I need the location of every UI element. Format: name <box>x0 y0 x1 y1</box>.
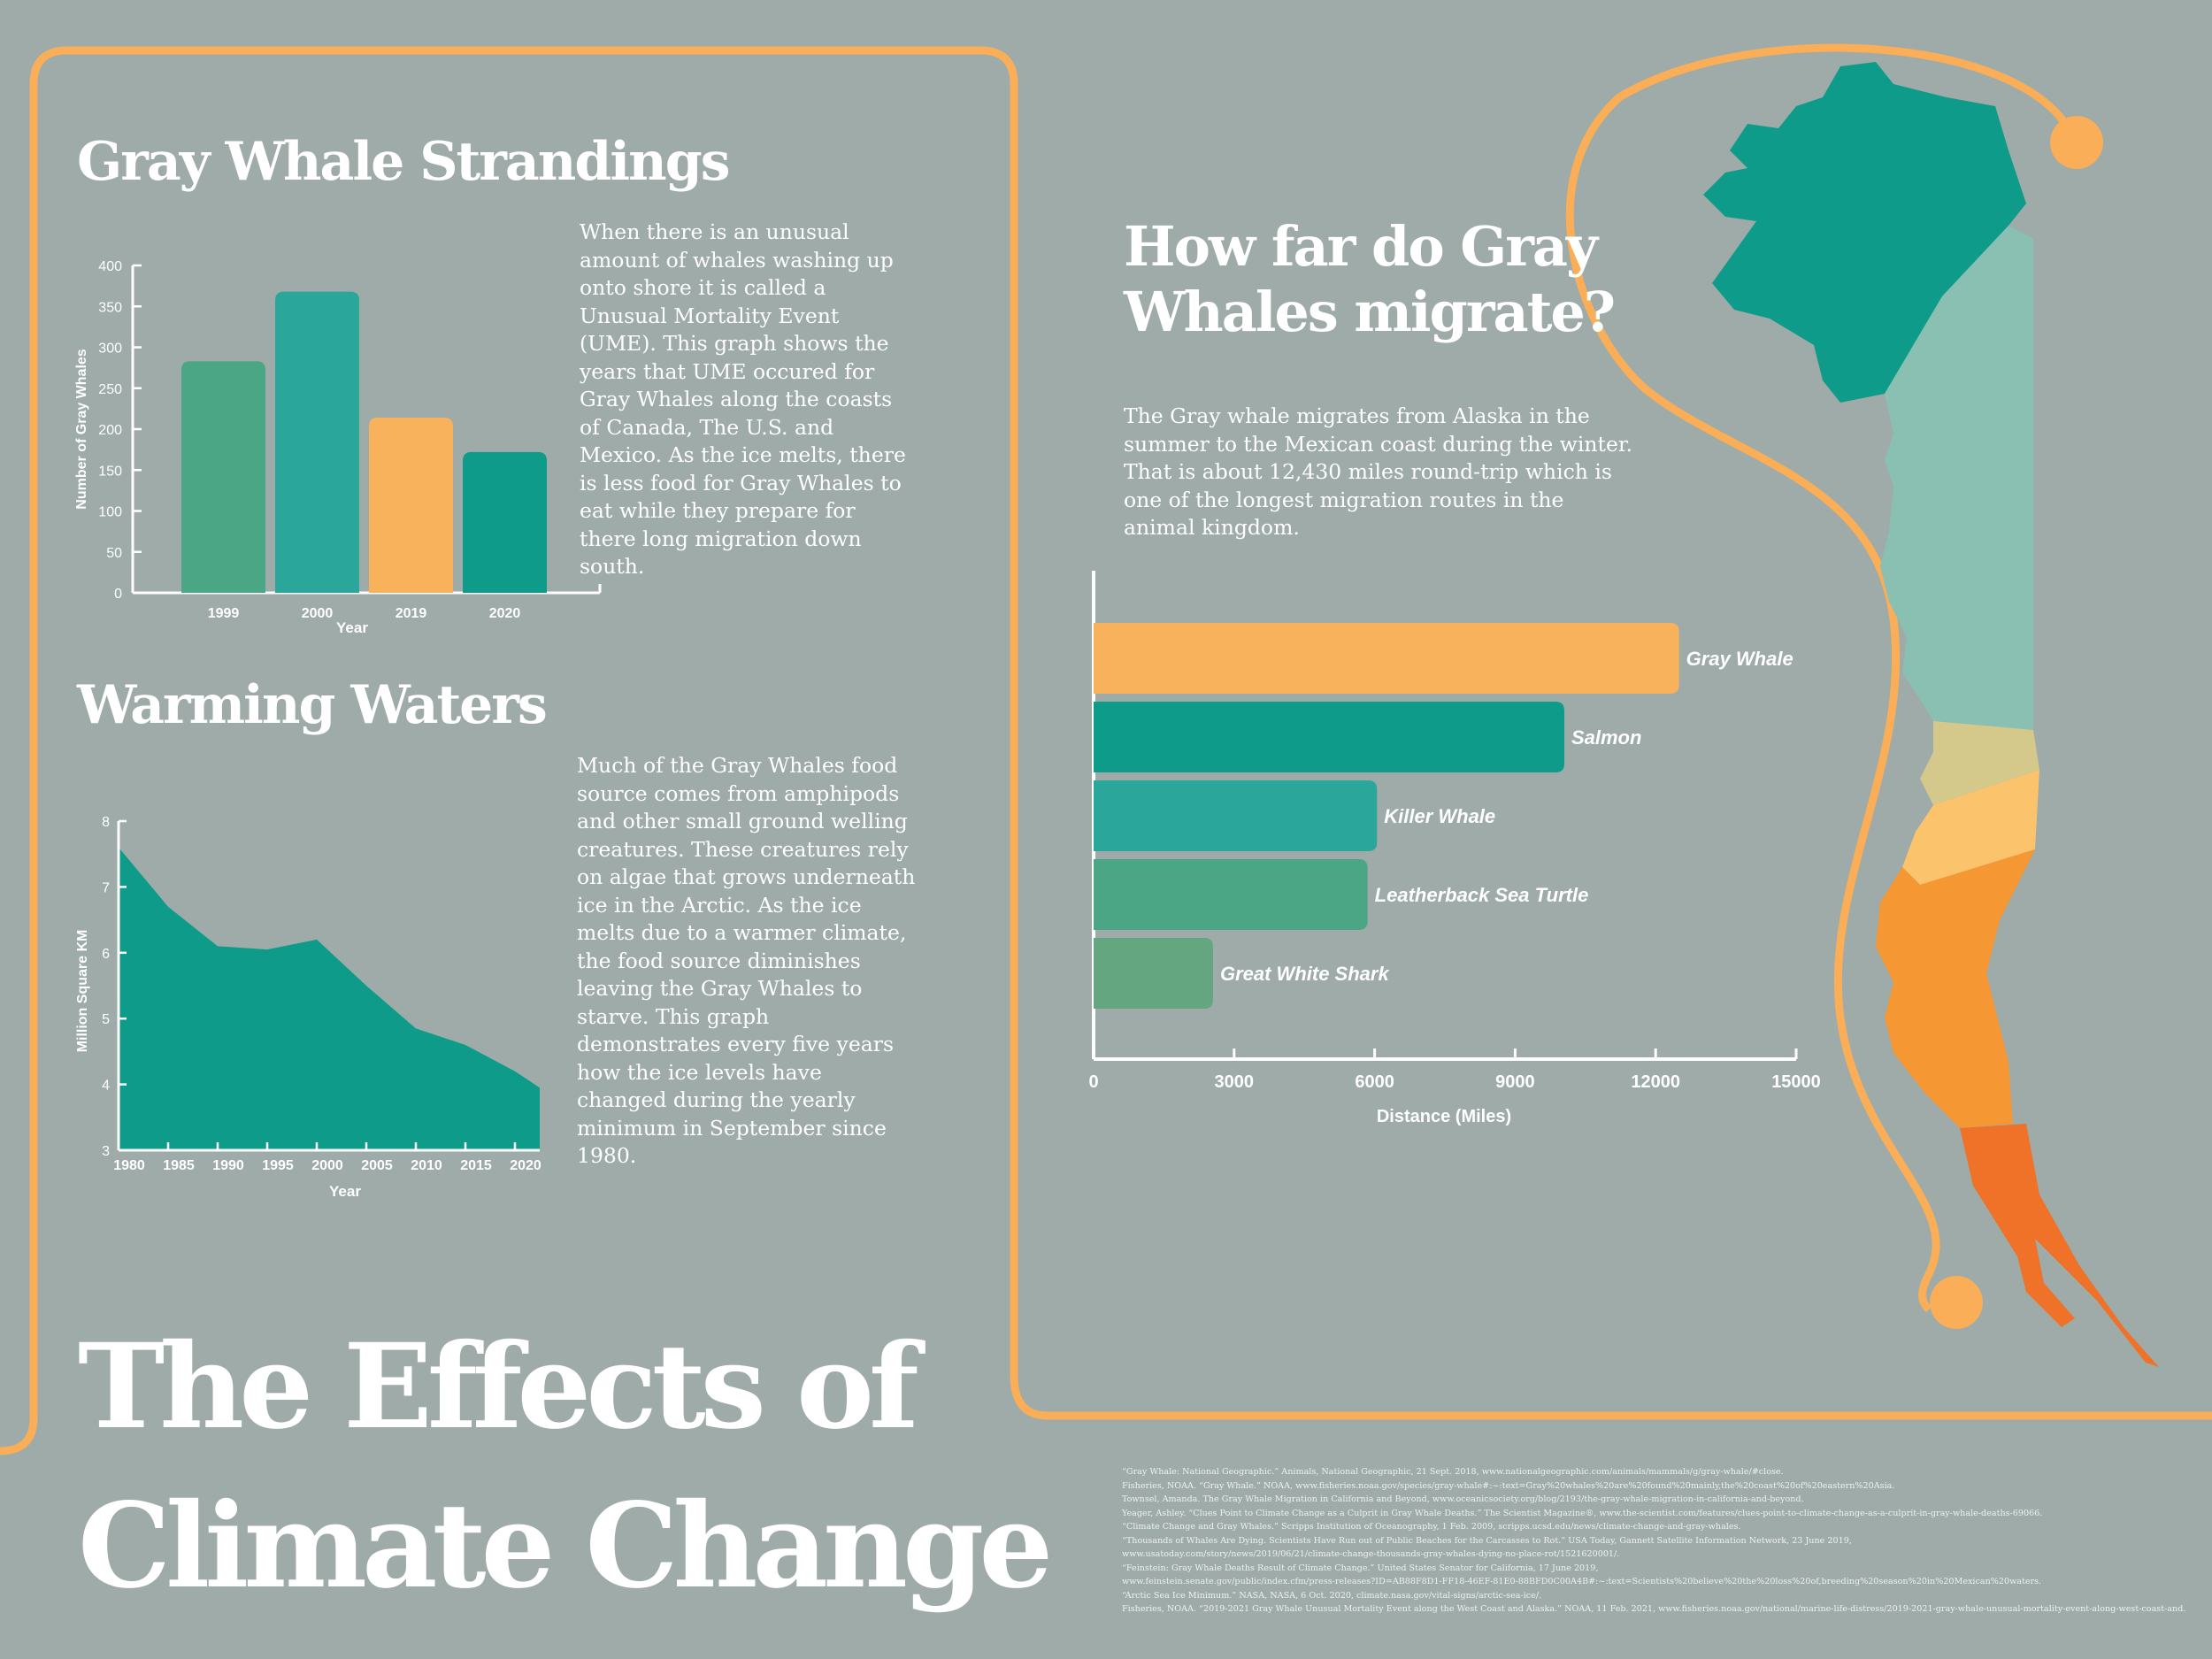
y-tick-label: 5 <box>102 1012 110 1027</box>
x-tick-label: 2000 <box>311 1158 343 1173</box>
x-tick-label: 2000 <box>302 606 334 621</box>
x-tick-label: 1995 <box>262 1158 294 1173</box>
y-tick-label: 4 <box>102 1079 110 1094</box>
bar-1999 <box>181 361 265 593</box>
bar-2020 <box>463 451 547 593</box>
warming-description: Much of the Gray Whales food source come… <box>577 753 916 1168</box>
reference-item: www.usatoday.com/story/news/2019/06/21/c… <box>1122 1549 1620 1559</box>
y-tick-label: 0 <box>114 587 122 602</box>
bar-label: Leatherback Sea Turtle <box>1375 884 1589 906</box>
y-tick-label: 400 <box>98 259 122 274</box>
warming-heading: Warming Waters <box>77 674 548 736</box>
x-axis-title: Distance (Miles) <box>1377 1107 1511 1126</box>
reference-item: Fisheries, NOAA. “Gray Whale.” NOAA, www… <box>1122 1480 1895 1491</box>
strandings-description: When there is an unusual amount of whale… <box>580 219 906 579</box>
strandings-bar-chart: 0 50 100 150 200 250 300 350 400 1999 2000 2019 2020… <box>74 259 602 636</box>
y-tick-label: 7 <box>102 880 110 895</box>
bar-great-white-shark <box>1094 938 1213 1009</box>
route-end-dot-top <box>2050 116 2103 169</box>
y-tick-label: 150 <box>98 464 122 479</box>
reference-item: “Climate Change and Gray Whales.” Scripp… <box>1122 1522 1741 1532</box>
x-tick-label: 2010 <box>411 1158 442 1173</box>
y-tick-label: 50 <box>106 546 122 561</box>
bar-label: Gray Whale <box>1686 648 1793 670</box>
x-tick-label: 12000 <box>1631 1072 1680 1092</box>
x-tick-label: 0 <box>1088 1072 1098 1092</box>
y-tick-label: 6 <box>102 947 110 962</box>
migration-description: The Gray whale migrates from Alaska in t… <box>1124 403 1632 540</box>
reference-item: Townsel, Amanda. The Gray Whale Migratio… <box>1122 1494 1804 1504</box>
x-tick-label: 1985 <box>163 1158 195 1173</box>
y-tick-label: 8 <box>102 815 110 830</box>
migration-heading-line1: How far do Gray <box>1124 214 1598 279</box>
map-oregon <box>1902 770 2039 885</box>
bar-leatherback-sea-turtle <box>1094 859 1368 930</box>
x-tick-label: 2019 <box>396 606 427 621</box>
sea-ice-area <box>119 847 540 1150</box>
x-tick-label: 3000 <box>1215 1072 1255 1092</box>
reference-item: www.feinstein.senate.gov/public/index.cf… <box>1122 1577 2042 1586</box>
x-tick-label: 1990 <box>212 1158 244 1173</box>
x-axis-title: Year <box>336 619 368 636</box>
reference-item: “Arctic Sea Ice Minimum.” NASA, NASA, 6 … <box>1122 1590 1542 1601</box>
migration-heading-line2: Whales migrate? <box>1124 280 1616 344</box>
x-tick-label: 2005 <box>361 1158 393 1173</box>
y-tick-label: 3 <box>102 1144 110 1159</box>
y-tick-label: 200 <box>98 423 122 438</box>
reference-item: “Feinstein: Gray Whale Deaths Result of … <box>1122 1563 1599 1573</box>
y-tick-label: 300 <box>98 342 122 357</box>
x-tick-label: 9000 <box>1495 1072 1535 1092</box>
left-frame-line <box>0 46 2212 1455</box>
y-tick-label: 250 <box>98 382 122 397</box>
reference-item: Yeager, Ashley. “Clues Point to Climate … <box>1122 1508 2043 1518</box>
sea-ice-area-chart: 3 4 5 6 7 8 1980 1985 1990 1995 2000 2005 2010 2015 20… <box>75 815 541 1200</box>
reference-item: “Gray Whale: National Geographic.” Anima… <box>1122 1467 1784 1477</box>
map-california <box>1876 849 2035 1128</box>
x-tick-label: 1999 <box>208 606 240 621</box>
bar-label: Salmon <box>1571 726 1641 749</box>
route-end-dot-bottom <box>1930 1276 1983 1329</box>
bar-gray-whale <box>1094 623 1679 694</box>
map-mexico <box>1960 1124 2159 1367</box>
x-tick-label: 2015 <box>460 1158 492 1173</box>
coast-map <box>1703 62 2159 1367</box>
migration-route-line <box>1565 43 2079 1313</box>
x-tick-label: 15000 <box>1771 1072 1821 1092</box>
bar-2000 <box>275 291 359 593</box>
bar-label: Killer Whale <box>1384 805 1495 827</box>
x-tick-label: 2020 <box>489 606 521 621</box>
strandings-heading: Gray Whale Strandings <box>77 131 730 193</box>
map-washington <box>1920 721 2039 805</box>
x-tick-label: 2020 <box>510 1158 541 1173</box>
bar-label: Great White Shark <box>1220 963 1390 985</box>
references-list: “Gray Whale: National Geographic.” Anima… <box>1122 1465 2185 1617</box>
x-tick-label: 6000 <box>1355 1072 1394 1092</box>
poster-title: The Effects of Climate Change <box>78 1308 1053 1626</box>
migration-distance-chart: 0 3000 6000 9000 12000 15000 Gray Whale Salmon K… <box>1088 571 1821 1126</box>
reference-item: Fisheries, NOAA. “2019-2021 Gray Whale U… <box>1122 1604 2186 1614</box>
y-tick-label: 100 <box>98 505 122 520</box>
bar-2019 <box>369 418 453 593</box>
poster-title-line2: Climate Change <box>78 1478 1053 1615</box>
map-western-canada <box>1880 226 2033 730</box>
y-axis-title: Million Square KM <box>75 930 90 1053</box>
migration-heading: How far do Gray Whales migrate? <box>1124 214 1616 345</box>
bar-salmon <box>1094 702 1564 772</box>
reference-item: “Thousands of Whales Are Dying. Scientis… <box>1122 1535 1852 1546</box>
poster-title-line1: The Effects of <box>78 1318 919 1455</box>
x-axis-title: Year <box>329 1183 361 1200</box>
y-axis-title: Number of Gray Whales <box>74 349 89 509</box>
bar-killer-whale <box>1094 780 1378 851</box>
map-alaska <box>1703 62 2026 403</box>
y-tick-label: 350 <box>98 300 122 315</box>
x-tick-label: 1980 <box>113 1158 145 1173</box>
